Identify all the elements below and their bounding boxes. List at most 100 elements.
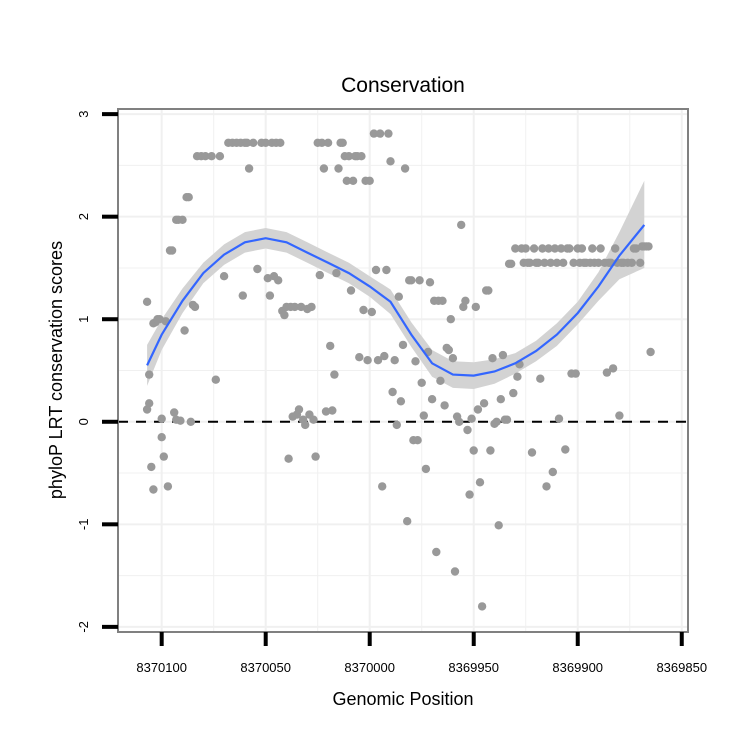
data-point bbox=[411, 357, 420, 366]
data-point bbox=[373, 356, 383, 365]
x-tick-label: 8370000 bbox=[344, 660, 395, 675]
data-point bbox=[550, 244, 560, 253]
y-tick-label: 1 bbox=[76, 316, 91, 323]
data-point bbox=[167, 246, 177, 255]
data-point bbox=[561, 445, 570, 454]
data-point bbox=[509, 388, 518, 398]
data-point bbox=[525, 258, 535, 267]
data-point bbox=[323, 138, 333, 147]
data-point bbox=[498, 350, 508, 360]
data-point bbox=[388, 387, 397, 397]
data-point bbox=[344, 152, 354, 161]
data-point bbox=[378, 482, 387, 491]
data-point bbox=[386, 157, 395, 166]
data-point bbox=[457, 220, 466, 230]
data-point bbox=[615, 411, 624, 420]
data-point bbox=[529, 244, 539, 253]
data-point bbox=[407, 276, 416, 285]
data-point bbox=[486, 446, 495, 455]
data-point bbox=[328, 406, 337, 415]
data-point bbox=[238, 291, 247, 300]
data-point bbox=[319, 164, 329, 173]
data-point bbox=[496, 395, 505, 404]
data-point bbox=[170, 408, 179, 417]
x-tick-label: 8369950 bbox=[448, 660, 499, 675]
data-point bbox=[538, 244, 547, 253]
data-point bbox=[425, 278, 435, 287]
data-point bbox=[436, 376, 445, 385]
data-point bbox=[596, 244, 605, 253]
data-point bbox=[469, 446, 478, 455]
data-point bbox=[307, 302, 316, 312]
data-point bbox=[367, 307, 376, 317]
data-point bbox=[556, 244, 566, 253]
data-point bbox=[513, 372, 522, 381]
x-tick-label: 8370100 bbox=[136, 660, 187, 675]
y-tick-label: 0 bbox=[76, 418, 91, 425]
data-point bbox=[348, 176, 358, 185]
data-point bbox=[400, 164, 410, 173]
data-point bbox=[163, 482, 173, 491]
data-point bbox=[244, 164, 254, 173]
data-point bbox=[280, 310, 289, 320]
data-point bbox=[440, 401, 449, 410]
data-point bbox=[471, 302, 480, 312]
data-point bbox=[265, 291, 275, 300]
data-point bbox=[149, 485, 158, 494]
data-point bbox=[311, 452, 320, 461]
x-tick-label: 8369850 bbox=[656, 660, 707, 675]
data-point bbox=[548, 467, 557, 477]
data-point bbox=[178, 215, 187, 224]
data-point bbox=[571, 369, 580, 378]
y-axis-title: phyloP LRT conservation scores bbox=[46, 241, 66, 499]
data-point bbox=[242, 138, 252, 147]
data-point bbox=[479, 399, 489, 408]
x-tick-label: 8370050 bbox=[240, 660, 291, 675]
data-point bbox=[611, 244, 620, 253]
y-tick-label: -2 bbox=[76, 621, 91, 633]
data-point bbox=[415, 276, 424, 285]
scatter-points bbox=[142, 129, 655, 611]
data-point bbox=[602, 368, 612, 377]
data-point bbox=[608, 364, 618, 373]
data-point bbox=[219, 272, 229, 281]
data-point bbox=[180, 326, 189, 335]
grid bbox=[118, 109, 688, 632]
data-point bbox=[186, 417, 195, 426]
data-point bbox=[145, 370, 154, 379]
data-point bbox=[502, 415, 512, 424]
data-point bbox=[446, 315, 455, 324]
data-point bbox=[465, 490, 474, 499]
data-point bbox=[644, 242, 653, 251]
data-point bbox=[427, 395, 437, 404]
data-point bbox=[159, 452, 168, 461]
data-point bbox=[646, 347, 655, 357]
data-point bbox=[342, 176, 351, 185]
data-point bbox=[484, 286, 493, 295]
data-point bbox=[184, 193, 193, 202]
data-point bbox=[338, 138, 347, 147]
data-point bbox=[294, 405, 304, 414]
data-point bbox=[527, 448, 537, 457]
data-point bbox=[473, 405, 483, 414]
data-point bbox=[332, 268, 341, 278]
data-point bbox=[355, 353, 364, 362]
data-point bbox=[521, 244, 530, 253]
data-point bbox=[157, 414, 166, 423]
data-point bbox=[421, 464, 431, 474]
data-point bbox=[371, 265, 381, 275]
data-point bbox=[375, 129, 385, 138]
confidence-band-layer bbox=[147, 180, 645, 389]
data-point bbox=[534, 258, 543, 267]
data-point bbox=[554, 414, 564, 423]
smooth-line-layer bbox=[146, 224, 646, 377]
smooth-fit-line bbox=[146, 224, 646, 377]
data-point bbox=[380, 351, 389, 361]
y-tick-label: -1 bbox=[76, 519, 91, 531]
data-point bbox=[546, 258, 555, 267]
data-point bbox=[369, 129, 379, 138]
y-tick-label: 3 bbox=[76, 111, 91, 118]
data-point bbox=[569, 258, 578, 267]
data-point bbox=[309, 415, 318, 424]
